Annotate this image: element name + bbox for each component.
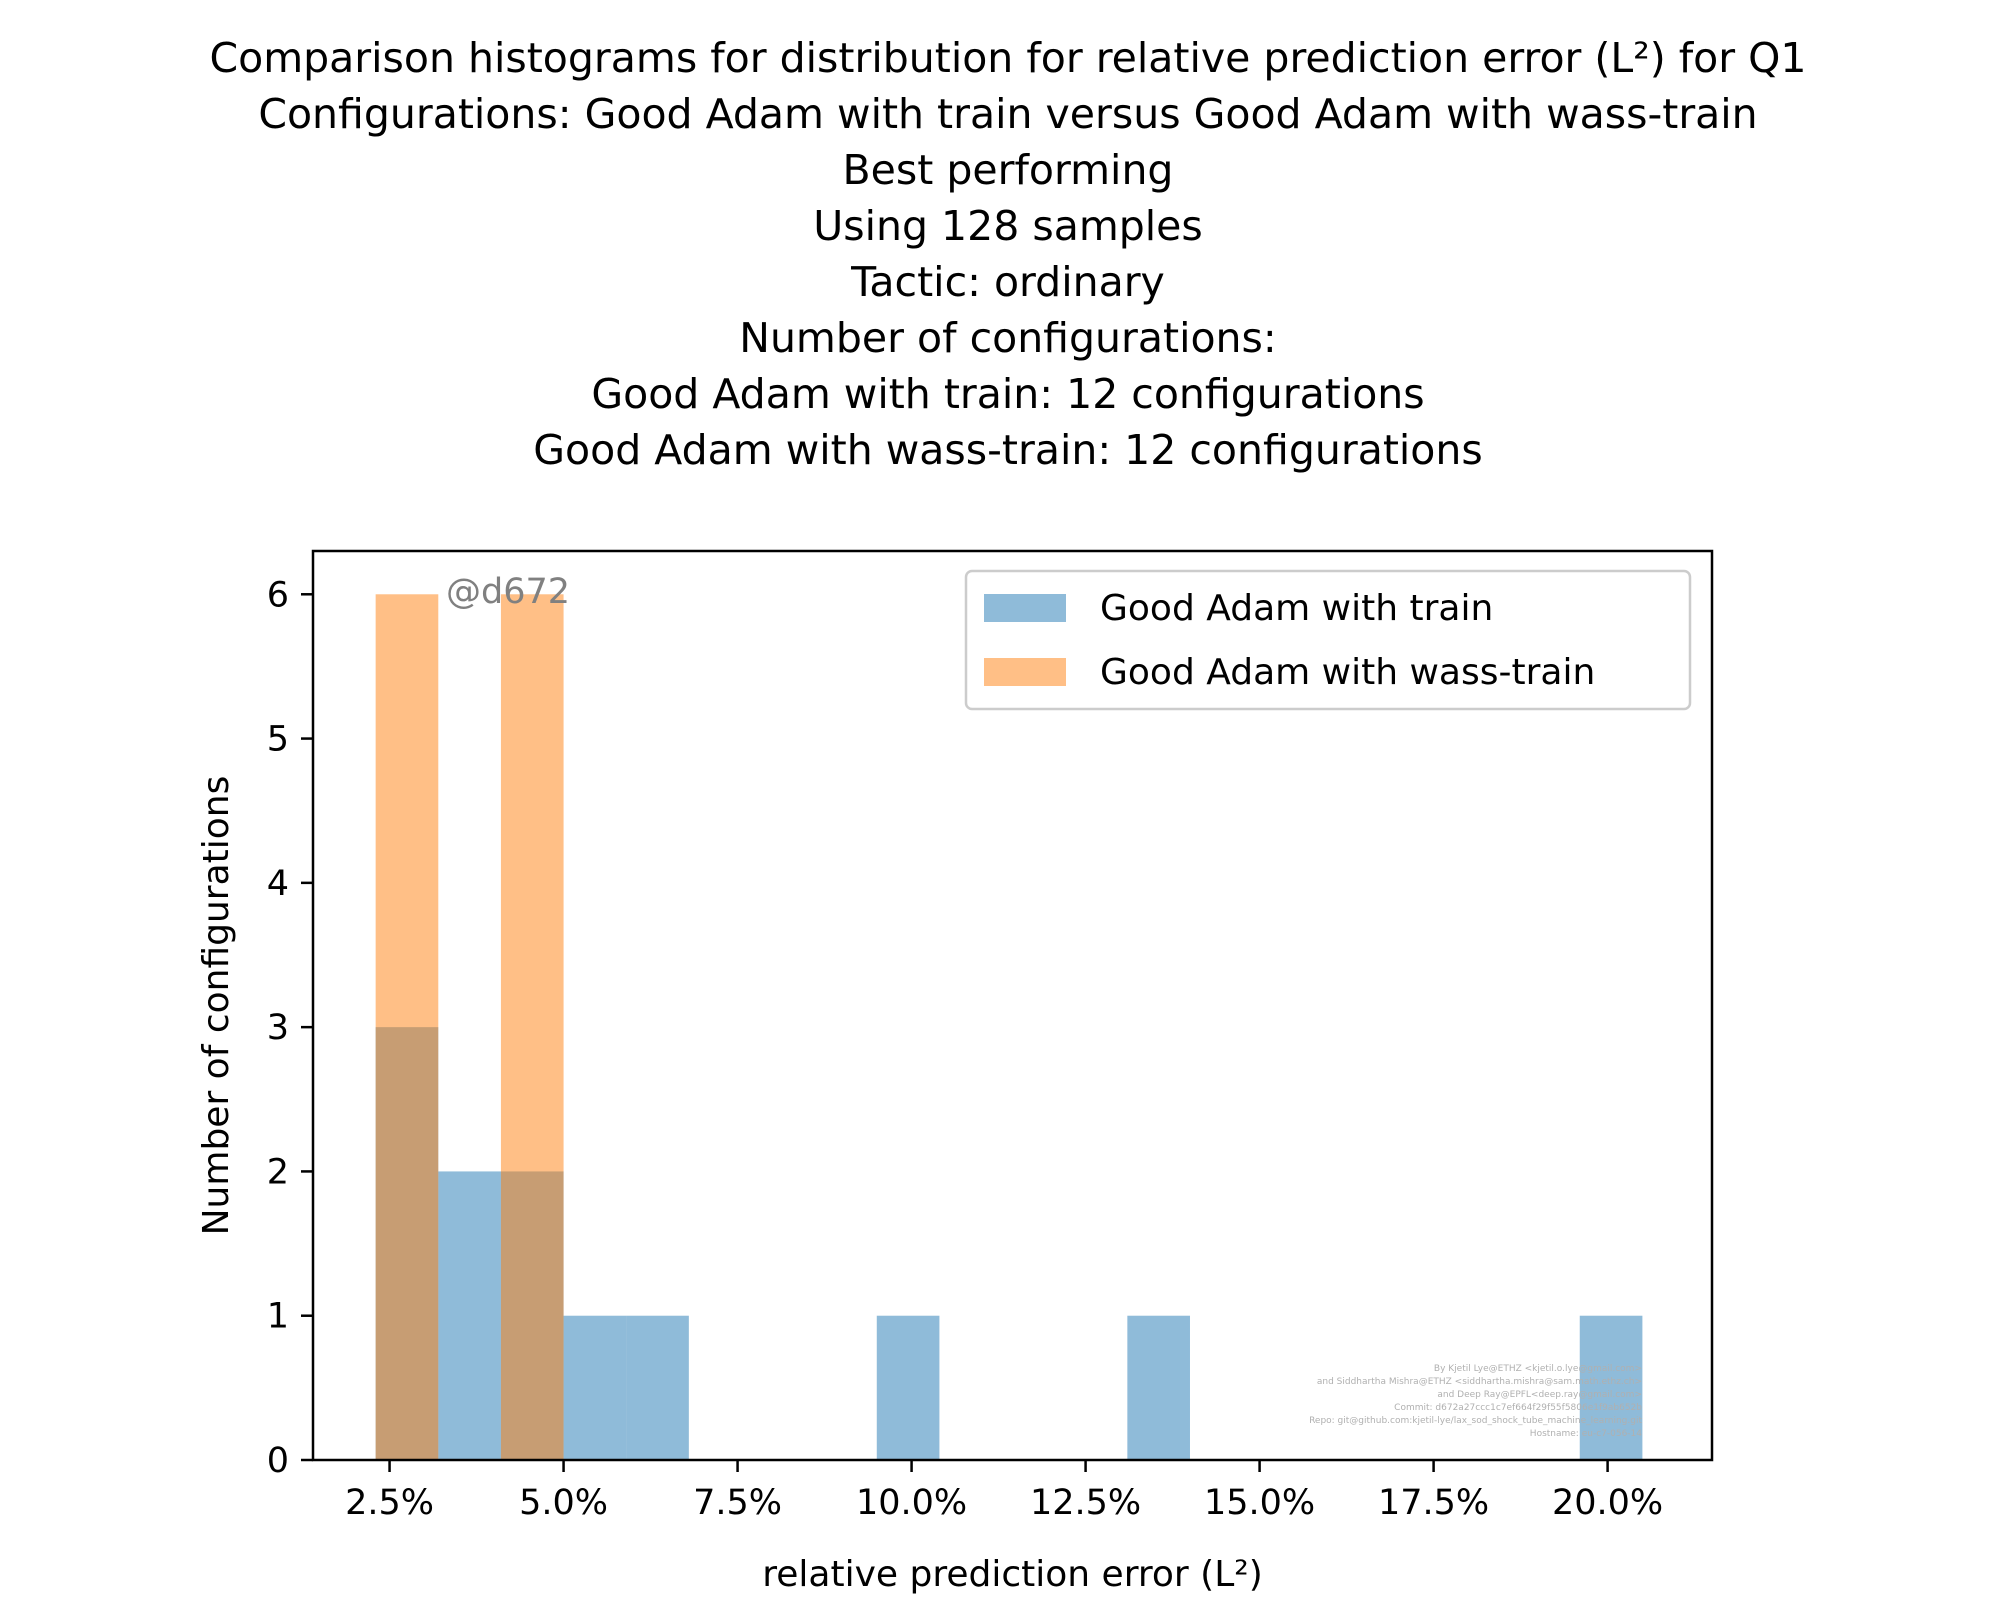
credit-line: Repo: git@github.com:kjetil-lye/lax_sod_…: [1309, 1416, 1642, 1426]
credit-line: By Kjetil Lye@ETHZ <kjetil.o.lye@gmail.c…: [1434, 1364, 1642, 1374]
x-tick-label: 20.0%: [1552, 1483, 1663, 1523]
title-line-4: Using 128 samples: [813, 202, 1203, 250]
commit-annotation: @d672: [446, 572, 570, 612]
x-axis: 2.5% 5.0% 7.5% 10.0% 12.5% 15.0% 17.5% 20.0%: [345, 1460, 1663, 1523]
y-tick-label: 5: [267, 720, 289, 760]
y-axis: 0 1 2 3 4 5 6: [267, 575, 313, 1481]
bar-series-1: [1127, 1315, 1190, 1460]
credits-block: By Kjetil Lye@ETHZ <kjetil.o.lye@gmail.c…: [1309, 1364, 1642, 1439]
y-tick-label: 3: [267, 1008, 289, 1048]
bars-group: [375, 594, 1643, 1460]
y-tick-label: 0: [267, 1441, 289, 1481]
y-tick-label: 4: [267, 864, 289, 904]
legend-swatch: [984, 658, 1066, 686]
bar-series-1: [438, 1171, 501, 1460]
credit-line: Commit: d672a27ccc1c7ef664f29f55f5806e1f…: [1394, 1403, 1642, 1413]
legend-label: Good Adam with wass-train: [1100, 652, 1595, 693]
title-line-7: Good Adam with train: 12 configurations: [591, 370, 1425, 418]
legend: Good Adam with train Good Adam with wass-…: [964, 569, 1692, 711]
x-tick-label: 12.5%: [1030, 1483, 1141, 1523]
y-tick-label: 6: [267, 575, 289, 615]
x-tick-label: 5.0%: [519, 1483, 608, 1523]
legend-label: Good Adam with train: [1100, 588, 1493, 629]
legend-box: [964, 569, 1692, 711]
x-tick-label: 17.5%: [1378, 1483, 1489, 1523]
y-tick-label: 2: [267, 1152, 289, 1192]
y-axis-label: Number of configurations: [196, 776, 237, 1236]
title-line-5: Tactic: ordinary: [851, 258, 1165, 306]
title-line-2: Configurations: Good Adam with train ver…: [258, 90, 1758, 138]
legend-swatch: [984, 594, 1066, 622]
credit-line: Hostname: eu-c7-056-14: [1530, 1429, 1642, 1439]
plot-frame: [311, 549, 1714, 1462]
x-tick-label: 7.5%: [693, 1483, 782, 1523]
x-tick-label: 2.5%: [345, 1483, 434, 1523]
bar-series-1: [876, 1315, 940, 1460]
bar-series-2: [500, 594, 564, 1460]
title-line-6: Number of configurations:: [739, 314, 1277, 362]
chart-title: Comparison histograms for distribution f…: [0, 30, 2016, 478]
bar-series-2: [375, 594, 439, 1460]
x-axis-label: relative prediction error (L²): [762, 1554, 1262, 1595]
title-line-8: Good Adam with wass-train: 12 configurat…: [533, 426, 1483, 474]
bar-series-1: [563, 1315, 627, 1460]
title-line-1: Comparison histograms for distribution f…: [209, 34, 1807, 82]
title-line-3: Best performing: [842, 146, 1174, 194]
credit-line: and Siddhartha Mishra@ETHZ <siddhartha.m…: [1317, 1377, 1642, 1387]
y-tick-label: 1: [267, 1297, 289, 1337]
bar-series-1: [626, 1315, 689, 1460]
bar-series-1: [1579, 1315, 1643, 1460]
x-tick-label: 15.0%: [1204, 1483, 1315, 1523]
x-tick-label: 10.0%: [856, 1483, 967, 1523]
credit-line: and Deep Ray@EPFL<deep.ray@gmail.com>: [1437, 1390, 1642, 1400]
